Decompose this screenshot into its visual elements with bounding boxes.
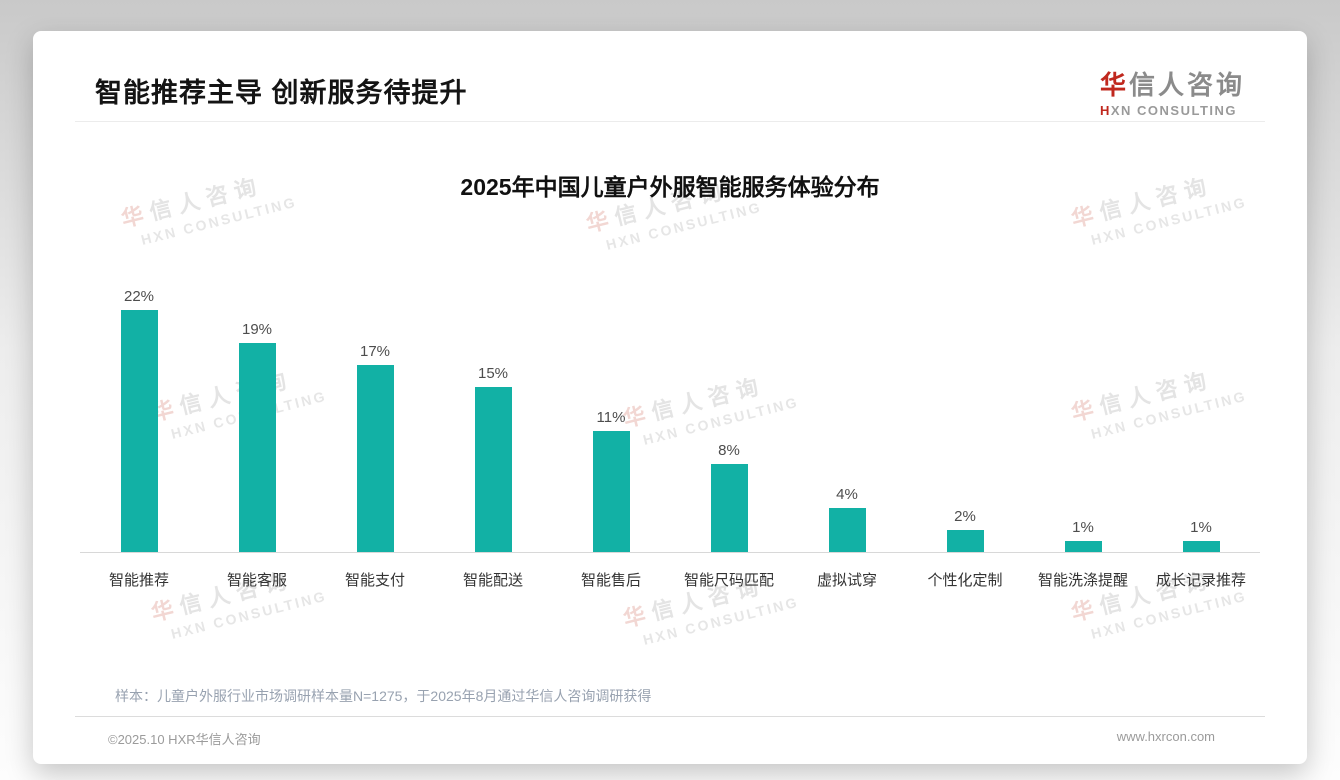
brand-logo-chinese: 华信人咨询	[1100, 65, 1245, 102]
footer-divider	[75, 716, 1265, 717]
bar-value-label: 1%	[1190, 519, 1212, 536]
brand-logo-english: HXN CONSULTING	[1100, 103, 1245, 118]
brand-logo-chinese-rest: 信人咨询	[1128, 70, 1245, 100]
copyright-text: ©2025.10 HXR华信人咨询	[108, 732, 261, 747]
brand-logo-english-rest: XN CONSULTING	[1110, 103, 1238, 118]
category-label: 智能洗涤提醒	[1037, 572, 1128, 589]
category-label: 虚拟试穿	[816, 572, 877, 589]
bar-value-label: 22%	[123, 288, 155, 305]
brand-logo-accent-char: 华	[1099, 70, 1129, 100]
page-title: 智能推荐主导 创新服务待提升	[95, 78, 468, 108]
category-label: 智能配送	[462, 572, 523, 589]
bar-value-label: 8%	[718, 442, 740, 459]
bar-column: 8%	[670, 278, 788, 552]
bar	[474, 387, 512, 552]
bar-column: 2%	[906, 278, 1024, 552]
bar-column: 11%	[552, 278, 670, 552]
category-label: 智能尺码匹配	[683, 572, 774, 589]
category-label: 成长记录推荐	[1155, 572, 1246, 589]
bar-column: 1%	[1024, 278, 1142, 552]
category-label: 智能客服	[226, 572, 287, 589]
chart-plot-area: 22% 19% 17% 15% 11% 8% 4% 2% 1% 1%	[80, 278, 1260, 553]
bar-column: 19%	[198, 278, 316, 552]
bar-value-label: 17%	[359, 343, 391, 360]
bar-column: 22%	[80, 278, 198, 552]
bar-value-label: 2%	[954, 508, 976, 525]
bar	[1064, 541, 1102, 552]
category-label: 个性化定制	[927, 572, 1003, 589]
bar-column: 1%	[1142, 278, 1260, 552]
bar-value-label: 11%	[596, 409, 626, 426]
bar	[710, 464, 748, 552]
bar	[356, 365, 394, 552]
bar	[828, 508, 866, 552]
bar-column: 17%	[316, 278, 434, 552]
sample-footnote: 样本：儿童户外服行业市场调研样本量N=1275，于2025年8月通过华信人咨询调…	[115, 688, 652, 704]
bar-value-label: 1%	[1072, 519, 1094, 536]
bar-column: 15%	[434, 278, 552, 552]
category-label: 智能推荐	[108, 572, 169, 589]
brand-logo-english-accent: H	[1099, 103, 1111, 118]
bar	[238, 343, 276, 552]
bar-column: 4%	[788, 278, 906, 552]
category-label: 智能售后	[580, 572, 641, 589]
bar	[120, 310, 158, 552]
bar	[946, 530, 984, 552]
brand-logo: 华信人咨询 HXN CONSULTING	[1100, 65, 1245, 118]
website-url: www.hxrcon.com	[1116, 729, 1215, 744]
bar-value-label: 15%	[477, 365, 509, 382]
bar-value-label: 4%	[836, 486, 858, 503]
bar	[1182, 541, 1220, 552]
category-label: 智能支付	[344, 572, 405, 589]
header: 智能推荐主导 创新服务待提升 华信人咨询 HXN CONSULTING	[33, 31, 1307, 121]
bar	[592, 431, 630, 552]
chart-title: 2025年中国儿童户外服智能服务体验分布	[460, 174, 880, 200]
header-divider	[75, 121, 1265, 122]
bar-chart: 22% 19% 17% 15% 11% 8% 4% 2% 1% 1% 智能推荐 智能客服 智能支付 智能…	[80, 278, 1260, 590]
report-card: 华信人咨询 HXN CONSULTING 华信人咨询 HXN CONSULTING 华信…	[33, 31, 1307, 764]
footer: ©2025.10 HXR华信人咨询 www.hxrcon.com	[33, 717, 1307, 748]
chart-category-axis: 智能推荐 智能客服 智能支付 智能配送 智能售后 智能尺码匹配 虚拟试穿 个性化定制 智能洗涤提…	[80, 553, 1260, 590]
bar-value-label: 19%	[241, 321, 273, 338]
